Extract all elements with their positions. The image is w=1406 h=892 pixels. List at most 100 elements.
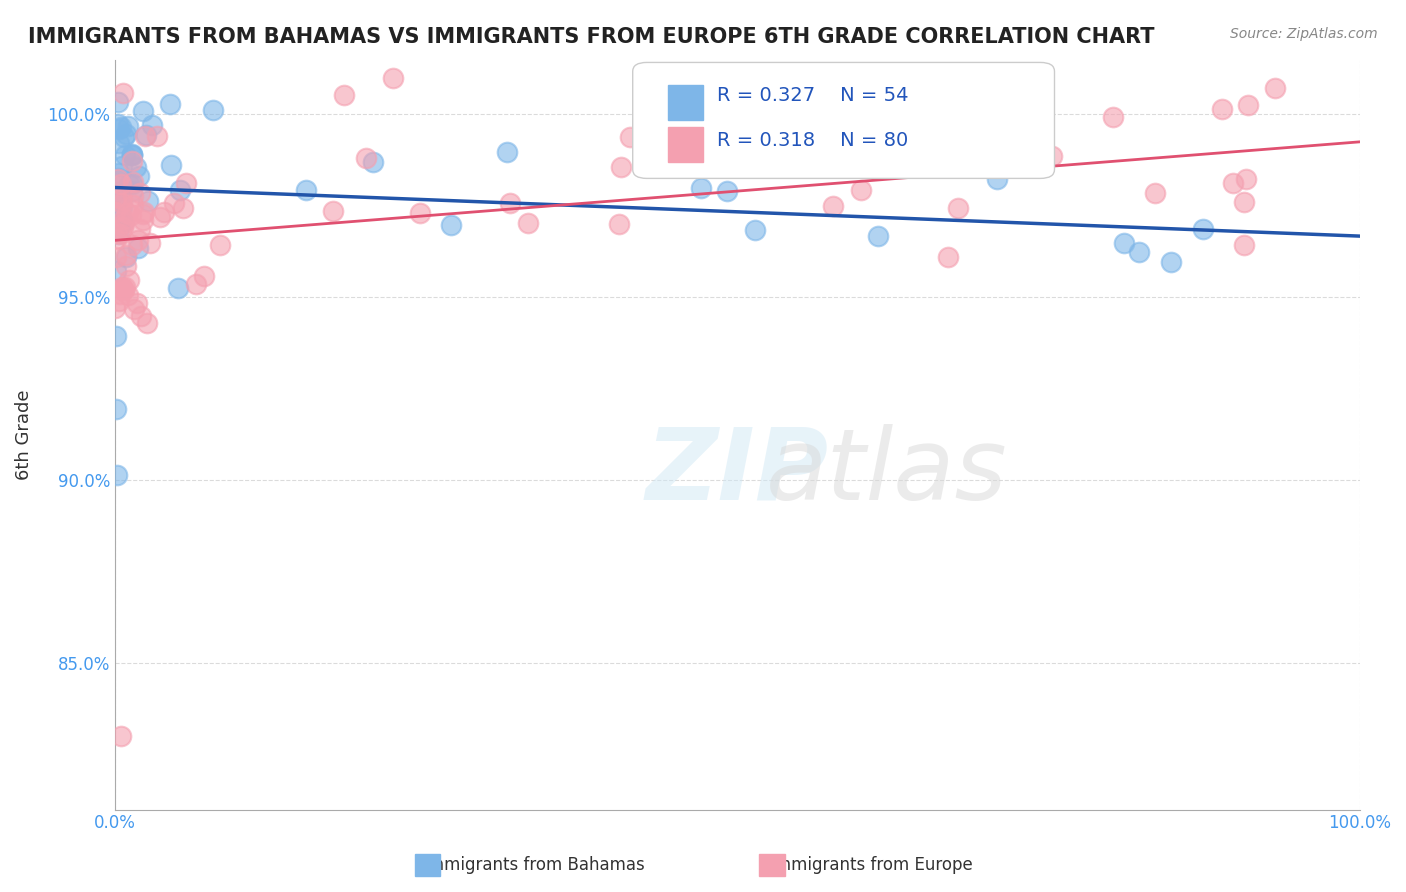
Point	[117, 273, 139, 287]
Point	[134, 128, 156, 143]
Text: ZIP: ZIP	[645, 424, 828, 521]
Point	[105, 468, 128, 483]
Point	[104, 185, 127, 199]
Point	[110, 177, 132, 191]
Point	[117, 288, 139, 302]
Point	[110, 192, 132, 206]
Point	[172, 201, 194, 215]
Point	[110, 282, 132, 296]
Point	[111, 279, 134, 293]
Point	[322, 204, 344, 219]
Text: atlas: atlas	[766, 424, 1007, 521]
Point	[110, 730, 132, 744]
Point	[209, 238, 232, 252]
Point	[160, 158, 183, 172]
Point	[499, 196, 522, 211]
Point	[1160, 255, 1182, 269]
Point	[517, 216, 540, 230]
Point	[127, 233, 149, 247]
Point	[107, 227, 129, 242]
Point	[115, 206, 138, 220]
Point	[1222, 176, 1244, 190]
Point	[112, 283, 135, 297]
Point	[112, 130, 135, 145]
Point	[821, 199, 844, 213]
Point	[121, 154, 143, 169]
Point	[104, 301, 127, 315]
Point	[1233, 195, 1256, 210]
Point	[125, 160, 148, 174]
Point	[121, 147, 143, 161]
Point	[104, 264, 127, 278]
Point	[866, 229, 889, 244]
Point	[107, 95, 129, 109]
Point	[139, 236, 162, 251]
Point	[986, 171, 1008, 186]
Point	[105, 226, 128, 240]
Point	[112, 216, 135, 230]
Point	[1102, 110, 1125, 124]
Point	[107, 117, 129, 131]
Point	[295, 183, 318, 197]
Point	[136, 194, 159, 208]
Point	[121, 238, 143, 252]
Point	[202, 103, 225, 118]
Point	[495, 145, 517, 160]
Point	[141, 118, 163, 132]
Point	[110, 200, 132, 214]
Point	[110, 159, 132, 173]
Point	[127, 241, 149, 255]
Point	[128, 186, 150, 201]
Point	[1237, 98, 1260, 112]
Point	[112, 215, 135, 229]
Point	[108, 227, 131, 241]
Point	[110, 211, 132, 226]
Point	[125, 296, 148, 310]
Point	[121, 174, 143, 188]
Point	[169, 183, 191, 197]
Point	[104, 329, 127, 343]
Point	[1264, 80, 1286, 95]
Point	[690, 181, 713, 195]
Point	[1112, 235, 1135, 250]
Point	[121, 185, 143, 199]
Point	[174, 177, 197, 191]
Point	[107, 194, 129, 208]
Point	[114, 250, 136, 264]
Point	[110, 120, 132, 134]
Point	[128, 169, 150, 183]
Point	[136, 316, 159, 330]
Point	[1234, 171, 1257, 186]
Point	[744, 223, 766, 237]
Point	[112, 219, 135, 234]
Point	[409, 206, 432, 220]
Text: R = 0.318    N = 80: R = 0.318 N = 80	[717, 130, 908, 150]
Point	[117, 119, 139, 133]
Text: Source: ZipAtlas.com: Source: ZipAtlas.com	[1230, 27, 1378, 41]
Point	[122, 302, 145, 317]
Point	[107, 293, 129, 308]
Point	[193, 268, 215, 283]
Point	[131, 207, 153, 221]
Point	[104, 232, 127, 246]
Point	[121, 177, 143, 191]
Point	[115, 248, 138, 262]
Point	[114, 148, 136, 162]
Text: Immigrants from Bahamas: Immigrants from Bahamas	[423, 856, 645, 874]
Point	[716, 184, 738, 198]
Point	[948, 201, 970, 215]
Point	[610, 160, 633, 174]
Point	[1143, 186, 1166, 201]
Point	[108, 136, 131, 150]
Point	[107, 170, 129, 185]
Point	[110, 281, 132, 295]
Point	[105, 401, 128, 416]
Point	[361, 155, 384, 169]
Point	[1233, 238, 1256, 252]
Point	[128, 221, 150, 235]
Point	[938, 251, 960, 265]
Point	[107, 171, 129, 186]
Point	[121, 198, 143, 212]
Point	[440, 218, 463, 232]
Point	[117, 177, 139, 191]
